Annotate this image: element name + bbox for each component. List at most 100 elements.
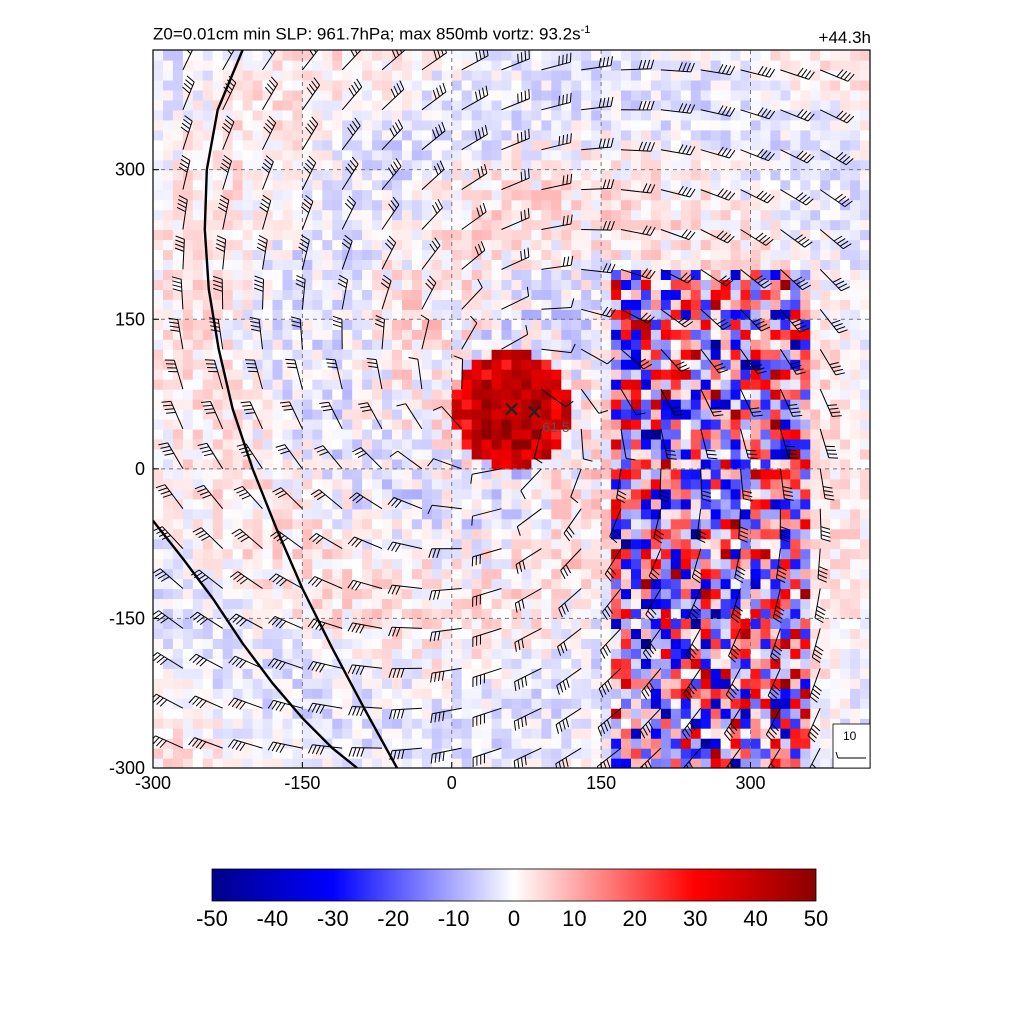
vorticity-cell — [461, 698, 473, 709]
vorticity-cell — [302, 738, 313, 749]
vorticity-cell — [222, 179, 234, 191]
vorticity-cell — [571, 438, 582, 450]
vorticity-cell — [242, 419, 254, 430]
vorticity-cell — [382, 109, 393, 121]
vorticity-cell — [710, 658, 722, 669]
vorticity-cell — [461, 50, 473, 61]
vorticity-cell — [342, 119, 353, 131]
vorticity-cell — [421, 588, 433, 600]
vorticity-cell — [292, 598, 303, 610]
vorticity-cell — [372, 428, 383, 440]
vorticity-cell — [660, 309, 672, 320]
vorticity-cell — [461, 179, 473, 191]
vorticity-cell — [481, 738, 493, 749]
vorticity-cell — [650, 568, 662, 580]
vorticity-cell — [561, 658, 572, 669]
vorticity-cell — [441, 69, 453, 81]
vorticity-cell — [571, 159, 582, 171]
vorticity-cell — [402, 438, 413, 450]
vorticity-cell — [153, 229, 164, 241]
vorticity-cell — [511, 339, 523, 350]
vorticity-cell — [461, 728, 473, 739]
vorticity-cell — [232, 518, 244, 530]
vorticity-cell — [182, 588, 194, 600]
vorticity-cell — [760, 359, 772, 370]
vorticity-cell — [481, 728, 493, 739]
vorticity-cell — [402, 458, 413, 470]
vorticity-cell — [172, 528, 184, 540]
vorticity-cell — [650, 279, 662, 290]
vorticity-cell — [153, 50, 164, 61]
vorticity-cell — [212, 508, 224, 520]
vorticity-cell — [182, 488, 194, 500]
vorticity-cell — [601, 309, 612, 320]
vorticity-cell — [451, 319, 463, 330]
vorticity-cell — [382, 438, 393, 450]
vorticity-cell — [222, 658, 234, 669]
vorticity-cell — [192, 458, 204, 470]
vorticity-cell — [521, 518, 533, 530]
vorticity-cell — [780, 379, 791, 390]
vorticity-cell — [621, 69, 632, 81]
vorticity-cell — [531, 628, 542, 639]
vorticity-cell — [322, 678, 333, 689]
vorticity-cell — [631, 758, 642, 768]
vorticity-cell — [690, 159, 702, 171]
vorticity-cell — [222, 488, 234, 500]
vorticity-cell — [621, 229, 632, 241]
vorticity-cell — [501, 698, 513, 709]
vorticity-cell — [342, 498, 353, 510]
vorticity-cell — [431, 89, 443, 101]
vorticity-cell — [541, 688, 552, 699]
vorticity-cell — [491, 289, 503, 300]
vorticity-cell — [392, 289, 403, 300]
vorticity-cell — [382, 508, 393, 520]
vorticity-cell — [631, 728, 642, 739]
vorticity-cell — [342, 359, 353, 370]
vorticity-cell — [342, 389, 353, 400]
vorticity-cell — [362, 239, 373, 251]
vorticity-cell — [700, 618, 712, 629]
vorticity-cell — [332, 339, 343, 350]
vorticity-cell — [790, 458, 801, 470]
vorticity-cell — [322, 668, 333, 679]
vorticity-cell — [730, 119, 742, 131]
vorticity-cell — [402, 329, 413, 340]
vorticity-cell — [481, 438, 493, 450]
vorticity-cell — [601, 688, 612, 699]
vorticity-cell — [571, 688, 582, 699]
vorticity-cell — [411, 568, 423, 580]
vorticity-cell — [451, 528, 463, 540]
vorticity-cell — [382, 698, 393, 709]
vorticity-cell — [720, 289, 732, 300]
vorticity-cell — [830, 139, 841, 151]
vorticity-cell — [182, 389, 194, 400]
vorticity-cell — [670, 718, 682, 729]
vorticity-cell — [242, 329, 254, 340]
vorticity-cell — [541, 159, 552, 171]
vorticity-cell — [312, 79, 323, 91]
vorticity-cell — [641, 628, 652, 639]
vorticity-cell — [411, 718, 423, 729]
vorticity-cell — [232, 289, 244, 300]
vorticity-cell — [262, 189, 274, 201]
vorticity-cell — [292, 478, 303, 490]
vorticity-cell — [153, 359, 164, 370]
vorticity-cell — [292, 728, 303, 739]
vorticity-cell — [362, 568, 373, 580]
vorticity-cell — [172, 169, 184, 181]
vorticity-cell — [810, 79, 821, 91]
vorticity-cell — [770, 379, 781, 390]
vorticity-cell — [382, 379, 393, 390]
vorticity-cell — [382, 588, 393, 600]
vorticity-cell — [402, 668, 413, 679]
vorticity-cell — [650, 239, 662, 251]
vorticity-cell — [262, 349, 274, 360]
vorticity-cell — [382, 169, 393, 181]
vorticity-cell — [521, 179, 533, 191]
vorticity-cell — [172, 658, 184, 669]
vorticity-cell — [561, 89, 572, 101]
vorticity-cell — [690, 409, 702, 420]
vorticity-cell — [641, 419, 652, 430]
vorticity-cell — [372, 119, 383, 131]
